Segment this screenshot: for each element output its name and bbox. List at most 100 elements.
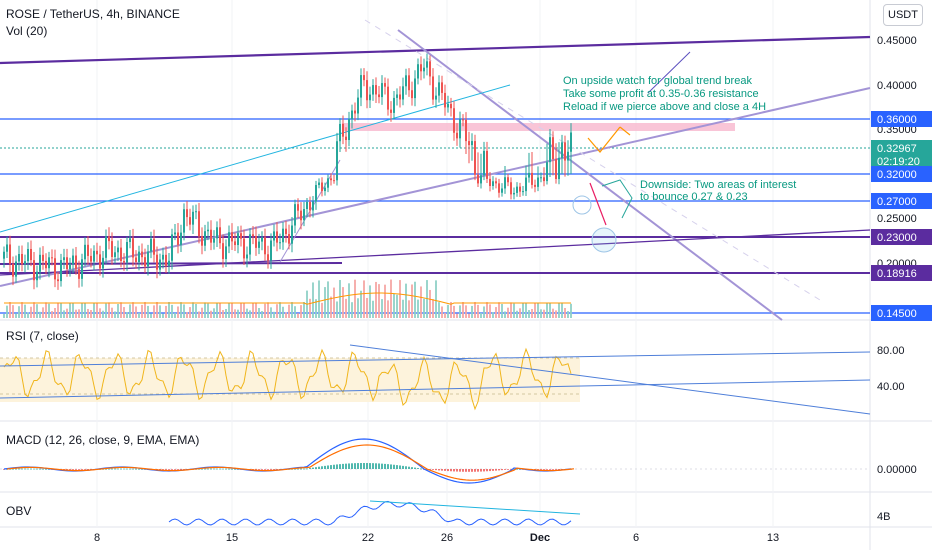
candle-body — [72, 255, 74, 265]
volume-bar — [12, 305, 14, 318]
candle-body — [354, 110, 356, 114]
macd-histogram-bar — [342, 463, 344, 469]
candle-body — [255, 235, 257, 248]
macd-histogram-bar — [69, 469, 71, 470]
volume-bar — [285, 312, 287, 318]
volume-bar — [246, 308, 248, 318]
currency-button[interactable]: USDT — [883, 4, 923, 26]
candle-body — [117, 247, 119, 253]
volume-bar — [522, 302, 524, 318]
volume-bar — [258, 308, 260, 318]
macd-histogram-bar — [105, 468, 107, 470]
upside-note-line: On upside watch for global trend break — [563, 75, 752, 87]
macd-histogram-bar — [357, 463, 359, 469]
downside-note-line: to bounce 0.27 & 0.23 — [640, 191, 748, 203]
macd-histogram-bar — [36, 468, 38, 470]
volume-bar — [366, 297, 368, 318]
volume-bar — [243, 302, 245, 318]
volume-bar — [300, 305, 302, 318]
macd-histogram-bar — [225, 468, 227, 470]
macd-histogram-bar — [438, 469, 440, 471]
interest-circle-1 — [572, 195, 592, 215]
macd-histogram-bar — [384, 463, 386, 469]
candle-body — [336, 141, 338, 181]
candle-body — [216, 227, 218, 239]
x-tick-22: 22 — [362, 532, 374, 544]
volume-bar — [66, 308, 68, 318]
candle-body — [135, 257, 137, 263]
candle-body — [414, 78, 416, 99]
macd-histogram-bar — [273, 469, 275, 470]
volume-bar — [429, 289, 431, 318]
candle-body — [555, 159, 557, 180]
macd-histogram-bar — [543, 469, 545, 470]
candle-body — [420, 64, 422, 72]
volume-bar — [378, 284, 380, 318]
volume-bar — [207, 303, 209, 318]
candle-body — [429, 61, 431, 77]
volume-bar — [90, 310, 92, 318]
candle-body — [537, 177, 539, 187]
macd-histogram-bar — [132, 468, 134, 470]
volume-bar — [507, 307, 509, 318]
volume-bar — [171, 304, 173, 318]
candle-body — [60, 260, 62, 282]
candle-body — [252, 234, 254, 236]
candle-body — [273, 231, 275, 241]
price-label-text: 0.23000 — [877, 232, 917, 244]
volume-bar — [132, 302, 134, 318]
volume-bar — [324, 287, 326, 318]
price-label-bg — [871, 265, 932, 281]
candle-body — [207, 229, 209, 232]
candle-body — [552, 137, 554, 160]
candle-body — [114, 252, 116, 257]
macd-histogram-bar — [303, 468, 305, 470]
macd-histogram-bar — [468, 469, 470, 472]
candle-body — [156, 254, 158, 270]
candle-body — [42, 254, 44, 261]
volume-label: Vol (20) — [6, 24, 48, 38]
macd-histogram-bar — [402, 465, 404, 469]
macd-histogram-bar — [21, 468, 23, 470]
volume-bar — [231, 302, 233, 318]
macd-histogram-bar — [135, 468, 137, 470]
macd-histogram-bar — [141, 468, 143, 470]
macd-histogram-bar — [87, 469, 89, 470]
candle-body — [501, 188, 503, 193]
candle-body — [15, 261, 17, 277]
macd-histogram-bar — [6, 468, 8, 470]
candle-body — [111, 241, 113, 257]
candle-body — [327, 178, 329, 188]
candle-body — [276, 231, 278, 243]
candle-body — [561, 142, 563, 158]
candle-body — [219, 227, 221, 244]
volume-bar — [195, 303, 197, 318]
price-label-bg — [871, 166, 932, 182]
volume-bar — [165, 305, 167, 318]
candle-body — [540, 177, 542, 179]
macd-histogram-bar — [219, 468, 221, 470]
macd-histogram-bar — [213, 468, 215, 470]
candle-body — [324, 187, 326, 192]
volume-bar — [375, 281, 377, 318]
candle-body — [69, 264, 71, 270]
macd-tick-0: 0.00000 — [877, 464, 917, 476]
candle-body — [249, 234, 251, 255]
countdown-text: 02:19:20 — [877, 156, 920, 168]
signal-line — [6, 444, 575, 481]
candle-body — [282, 228, 284, 243]
macd-histogram-bar — [108, 468, 110, 470]
candle-body — [411, 90, 413, 99]
volume-bar — [465, 305, 467, 318]
resistance-zone — [342, 123, 735, 131]
macd-histogram-bar — [360, 463, 362, 469]
candles — [3, 53, 572, 290]
price-label-bg — [871, 193, 932, 209]
candle-body — [417, 64, 419, 79]
price-label-bg — [871, 305, 932, 321]
descending-trendline — [397, 29, 783, 321]
candle-body — [486, 150, 488, 179]
candle-body — [3, 251, 5, 259]
obv-trendline — [369, 500, 581, 515]
